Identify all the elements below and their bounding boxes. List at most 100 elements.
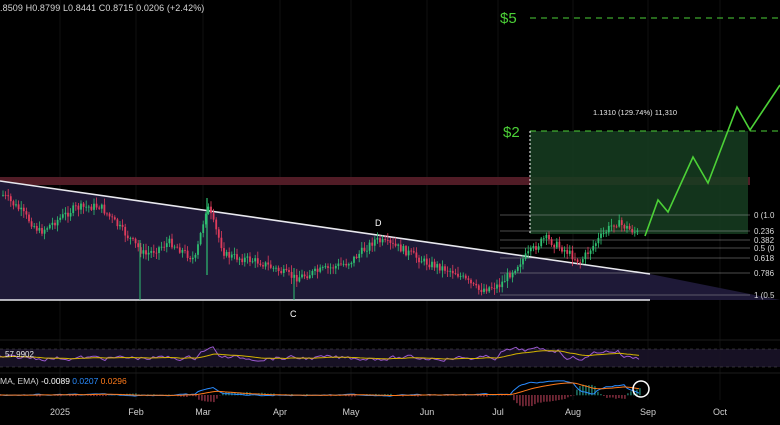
macd-histogram-bar	[201, 395, 203, 401]
candle-body	[475, 284, 477, 285]
candle-body	[202, 224, 204, 233]
point-c-label: C	[290, 309, 297, 319]
macd-histogram-bar	[639, 388, 641, 395]
candle-body	[85, 207, 87, 208]
candle-body	[275, 268, 277, 269]
candle-body	[343, 264, 345, 265]
candle-body	[124, 227, 126, 236]
candle-body	[309, 275, 311, 278]
candle-body	[358, 254, 360, 258]
candle-body	[286, 269, 288, 270]
candle-body	[494, 288, 496, 289]
candle-body	[564, 250, 566, 252]
macd-histogram-bar	[621, 395, 623, 399]
candle-body	[161, 247, 163, 248]
candle-body	[423, 259, 425, 262]
candle-body	[18, 204, 20, 209]
macd-histogram-bar	[486, 395, 488, 397]
candle-body	[335, 266, 337, 268]
ohlc-readout: .8509 H0.8799 L0.8441 C0.8715 0.0206 (+2…	[0, 3, 204, 13]
macd-histogram-bar	[570, 395, 572, 396]
candle-body	[46, 228, 48, 229]
candle-body	[590, 251, 592, 254]
candle-body	[179, 247, 181, 252]
macd-histogram-bar	[558, 395, 560, 400]
candle-body	[605, 232, 607, 233]
candle-body	[252, 261, 254, 262]
macd-histogram-bar	[630, 391, 632, 395]
candle-body	[239, 259, 241, 260]
candle-body	[101, 205, 103, 209]
candle-body	[10, 196, 12, 201]
candle-body	[218, 229, 220, 237]
ohlc-values: .8509 H0.8799 L0.8441 C0.8715 0.0206 (+2…	[0, 3, 204, 13]
macd-value: 0.0207	[72, 376, 100, 386]
candle-body	[13, 201, 15, 205]
candle-body	[26, 211, 28, 214]
fib-label: 0 (1.0	[754, 211, 775, 220]
candle-body	[410, 251, 412, 252]
candle-body	[405, 246, 407, 255]
candle-body	[488, 287, 490, 291]
candle-body	[478, 285, 480, 290]
candle-body	[624, 225, 626, 229]
candle-body	[171, 239, 173, 248]
candle-body	[553, 245, 555, 247]
candle-body	[127, 236, 129, 239]
candle-body	[143, 250, 145, 253]
x-tick-label: Oct	[713, 407, 728, 417]
x-tick-label: Sep	[640, 407, 656, 417]
candle-body	[15, 204, 17, 205]
candle-body	[189, 258, 191, 259]
candle-body	[49, 225, 51, 228]
candle-body	[483, 289, 485, 292]
macd-histogram-bar	[540, 395, 542, 403]
candle-body	[631, 229, 633, 232]
candle-body	[416, 252, 418, 257]
candle-body	[637, 231, 639, 232]
candle-body	[93, 204, 95, 210]
candle-body	[613, 226, 615, 227]
candle-body	[91, 207, 93, 210]
macd-histogram-bar	[606, 395, 608, 398]
candle-body	[569, 251, 571, 254]
candle-body	[36, 226, 38, 231]
macd-histogram-bar	[102, 395, 104, 396]
candle-body	[104, 205, 106, 214]
candle-body	[228, 252, 230, 258]
candle-body	[174, 247, 176, 248]
candle-body	[621, 220, 623, 225]
macd-histogram-bar	[531, 395, 533, 406]
candle-body	[444, 266, 446, 270]
macd-histogram-bar	[537, 395, 539, 403]
candle-body	[473, 283, 475, 284]
candle-body	[442, 266, 444, 270]
candle-body	[486, 289, 488, 292]
candle-body	[244, 258, 246, 262]
candle-body	[577, 259, 579, 262]
candle-body	[301, 274, 303, 277]
candle-body	[626, 226, 628, 228]
fib-label: 0.786	[754, 269, 775, 278]
macd-histogram-bar	[555, 395, 557, 401]
candle-body	[384, 239, 386, 240]
candle-body	[434, 262, 436, 268]
candle-body	[418, 258, 420, 263]
candle-body	[551, 239, 553, 245]
candle-body	[148, 253, 150, 255]
candle-body	[364, 248, 366, 251]
candle-body	[546, 235, 548, 238]
candle-body	[67, 213, 69, 217]
candle-body	[267, 263, 269, 265]
macd-histogram-bar	[519, 395, 521, 406]
macd-histogram-bar	[567, 395, 569, 397]
candle-body	[338, 264, 340, 266]
candle-body	[353, 257, 355, 263]
candle-body	[447, 271, 449, 272]
macd-histogram-bar	[564, 395, 566, 399]
candle-body	[616, 227, 618, 228]
candle-body	[452, 271, 454, 273]
candle-body	[210, 207, 212, 213]
